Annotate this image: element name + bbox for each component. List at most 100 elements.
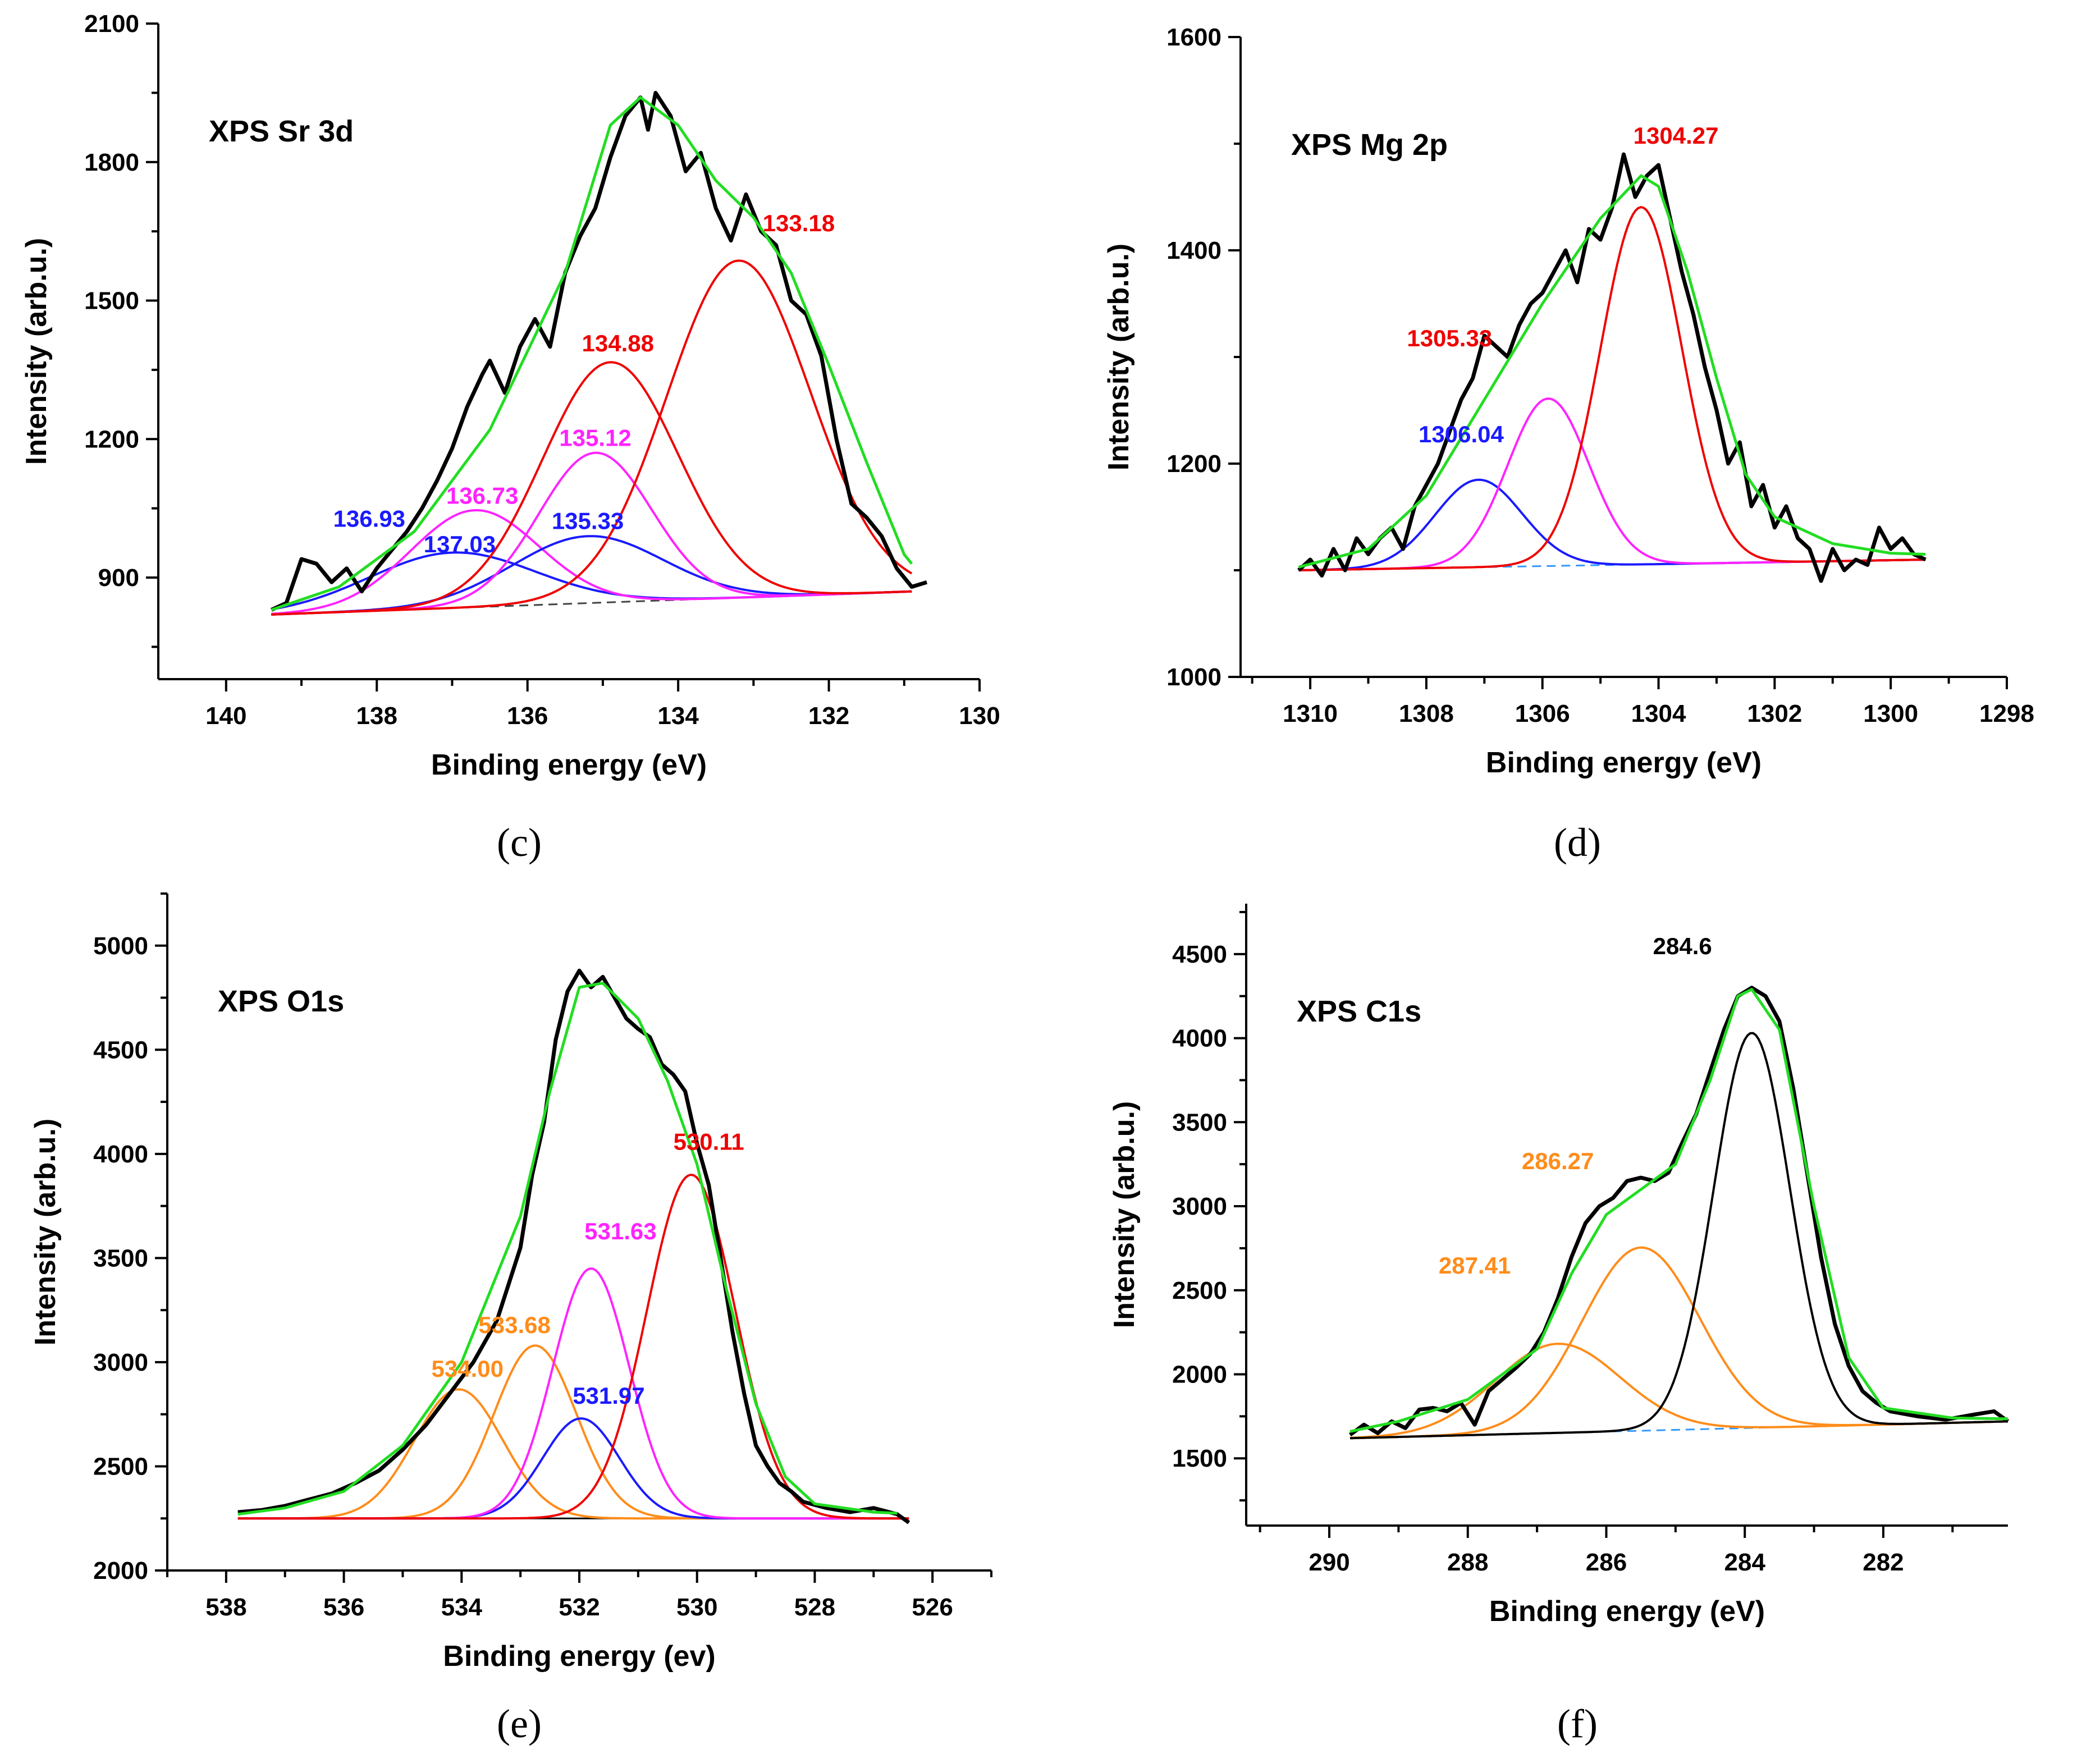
- peak-annotation: 530.11: [674, 1128, 744, 1155]
- x-tick-label: 134: [657, 702, 699, 730]
- peak-annotation: 531.63: [584, 1218, 656, 1244]
- peak-annotation: 284.6: [1653, 933, 1712, 959]
- peak-annotation: 531.97: [573, 1382, 644, 1409]
- peak-annotation: 1304.27: [1634, 122, 1719, 149]
- peak-annotation: 136.93: [333, 506, 405, 532]
- peak-annotation: 534.00: [432, 1356, 504, 1382]
- peak-annotation: 134.88: [582, 330, 654, 356]
- fit-peak-curve: [271, 535, 912, 616]
- chart-title: XPS Mg 2p: [1291, 128, 1448, 162]
- x-tick-label: 1302: [1747, 700, 1802, 727]
- y-tick-label: 3000: [1172, 1193, 1227, 1220]
- peak-annotation: 287.41: [1439, 1252, 1511, 1279]
- x-tick-label: 532: [559, 1593, 600, 1621]
- envelope-fit-line: [1349, 988, 2009, 1433]
- y-tick-label: 2000: [93, 1557, 148, 1585]
- x-tick-label: 1306: [1515, 700, 1570, 727]
- x-tick-label: 536: [323, 1593, 364, 1621]
- peak-annotation: 137.03: [424, 531, 496, 557]
- peak-annotation: 135.33: [552, 508, 624, 534]
- x-tick-label: 290: [1309, 1549, 1349, 1576]
- x-tick-label: 1304: [1631, 700, 1686, 727]
- x-tick-label: 1308: [1399, 700, 1454, 727]
- chart-mg2p: 1310 1308 1306 1304 1302 1300 1298 1000 1200 1400…: [1102, 24, 2034, 779]
- fit-peak-curve: [1298, 206, 1926, 571]
- panel-label-d: (d): [1554, 820, 1601, 865]
- x-tick-label: 140: [205, 702, 246, 730]
- envelope-fit-line: [1298, 174, 1926, 569]
- x-tick-label: 130: [959, 702, 1000, 730]
- raw-spectrum-line: [270, 90, 928, 612]
- x-tick-label: 286: [1586, 1549, 1627, 1576]
- x-axis-title: Binding energy (ev): [443, 1640, 715, 1673]
- chart-sr3d: 140 138 136 134 132 130 900 1200 1500 1800 2100 Bin…: [20, 10, 1000, 781]
- y-tick-label: 5000: [93, 932, 148, 960]
- y-tick-label: 4500: [93, 1036, 148, 1064]
- y-tick-label: 1500: [1172, 1445, 1227, 1472]
- x-tick-label: 138: [356, 702, 397, 730]
- x-tick-label: 526: [912, 1593, 953, 1621]
- chart-c1s: 290 288 286 284 282 1500 2000 2500 3000 3500 4000 4…: [1108, 904, 2010, 1628]
- x-axis-title: Binding energy (eV): [1489, 1595, 1765, 1628]
- chart-panel-c1s: 290 288 286 284 282 1500 2000 2500 3000 3500 4000 4…: [1050, 876, 2100, 1763]
- y-axis-title: Intensity (arb.u.): [1102, 244, 1135, 470]
- y-tick-label: 4000: [93, 1141, 148, 1168]
- chart-panel-o1s: 538 536 534 532 530 528 526 2000 2500 3000 3500 400…: [0, 876, 1050, 1763]
- raw-spectrum-line: [237, 968, 911, 1524]
- chart-title: XPS C1s: [1297, 995, 1421, 1028]
- y-tick-label: 4500: [1172, 941, 1227, 968]
- chart-title: XPS O1s: [218, 984, 344, 1018]
- panel-label-e: (e): [497, 1701, 542, 1746]
- y-tick-label: 3500: [93, 1244, 148, 1272]
- y-tick-label: 1200: [1166, 450, 1221, 478]
- y-tick-label: 3500: [1172, 1109, 1227, 1136]
- x-tick-label: 530: [676, 1593, 717, 1621]
- y-tick-label: 1400: [1166, 237, 1221, 264]
- y-tick-label: 2000: [1172, 1361, 1227, 1388]
- y-axis-title: Intensity (arb.u.): [29, 1119, 62, 1345]
- panel-label-c: (c): [497, 820, 542, 865]
- envelope-fit-line: [271, 96, 913, 611]
- y-tick-label: 1500: [84, 287, 139, 315]
- y-tick-label: 1000: [1166, 663, 1221, 691]
- peak-annotation: 1306.04: [1419, 421, 1504, 447]
- peak-annotation: 135.12: [559, 425, 631, 451]
- x-tick-label: 538: [205, 1593, 246, 1621]
- y-axis-title: Intensity (arb.u.): [1108, 1101, 1141, 1328]
- x-tick-label: 284: [1724, 1549, 1766, 1576]
- peak-annotation: 133.18: [763, 210, 835, 236]
- chart-title: XPS Sr 3d: [209, 115, 354, 148]
- fit-peak-curve: [271, 259, 913, 616]
- x-tick-label: 1300: [1863, 700, 1918, 727]
- chart-panel-sr3d: 140 138 136 134 132 130 900 1200 1500 1800 2100 Bin…: [0, 0, 1050, 876]
- y-tick-label: 900: [98, 564, 139, 592]
- y-tick-label: 1200: [84, 425, 139, 453]
- y-axis-title: Intensity (arb.u.): [20, 238, 53, 465]
- peak-annotation: 533.68: [478, 1312, 550, 1338]
- y-tick-label: 1800: [84, 149, 139, 176]
- peak-annotation: 1305.33: [1407, 325, 1492, 351]
- y-tick-label: 3000: [93, 1349, 148, 1376]
- x-tick-label: 136: [507, 702, 548, 730]
- y-tick-label: 1600: [1166, 24, 1221, 51]
- envelope-fit-line: [237, 982, 898, 1516]
- chart-panel-mg2p: 1310 1308 1306 1304 1302 1300 1298 1000 1200 1400…: [1050, 0, 2100, 876]
- y-tick-label: 2500: [1172, 1277, 1227, 1304]
- peak-annotation: 136.73: [446, 482, 518, 509]
- x-tick-label: 132: [808, 702, 849, 730]
- x-tick-label: 534: [441, 1593, 483, 1621]
- x-tick-label: 1310: [1283, 700, 1338, 727]
- chart-o1s: 538 536 534 532 530 528 526 2000 2500 3000 3500 400…: [29, 892, 992, 1673]
- x-axis-title: Binding energy (eV): [431, 749, 707, 781]
- x-tick-label: 528: [794, 1593, 835, 1621]
- y-tick-label: 4000: [1172, 1025, 1227, 1052]
- peak-annotation: 286.27: [1522, 1148, 1594, 1174]
- x-tick-label: 288: [1447, 1549, 1488, 1576]
- fit-peak-curve: [1349, 1032, 2009, 1440]
- panel-label-f: (f): [1557, 1701, 1598, 1746]
- x-axis-title: Binding energy (eV): [1486, 747, 1762, 779]
- y-tick-label: 2500: [93, 1453, 148, 1480]
- x-tick-label: 1298: [1979, 700, 2034, 727]
- y-tick-label: 2100: [84, 10, 139, 38]
- fit-peak-curve: [237, 1173, 909, 1520]
